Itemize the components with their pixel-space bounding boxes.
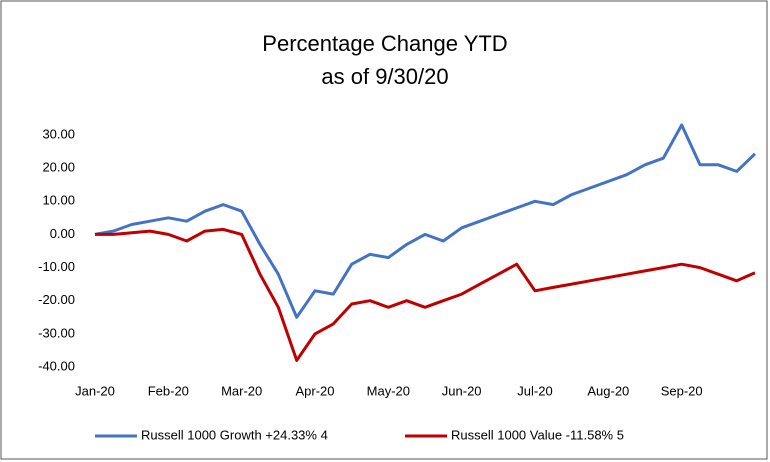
chart-title: Percentage Change YTD bbox=[262, 31, 507, 56]
y-tick-label: -40.00 bbox=[38, 358, 75, 373]
x-tick-label: Apr-20 bbox=[295, 383, 334, 398]
y-tick-label: -20.00 bbox=[38, 292, 75, 307]
x-tick-label: May-20 bbox=[367, 383, 410, 398]
x-tick-label: Mar-20 bbox=[221, 383, 262, 398]
x-tick-label: Jan-20 bbox=[75, 383, 115, 398]
x-tick-label: Aug-20 bbox=[587, 383, 629, 398]
y-tick-label: 20.00 bbox=[42, 160, 75, 175]
legend-label: Russell 1000 Value -11.58% 5 bbox=[451, 427, 624, 442]
x-tick-label: Jun-20 bbox=[442, 383, 482, 398]
y-tick-label: -10.00 bbox=[38, 259, 75, 274]
y-tick-label: -30.00 bbox=[38, 325, 75, 340]
x-tick-label: Jul-20 bbox=[517, 383, 552, 398]
legend-label: Russell 1000 Growth +24.33% 4 bbox=[141, 427, 328, 442]
series-line bbox=[94, 123, 757, 319]
chart-subtitle: as of 9/30/20 bbox=[321, 64, 448, 89]
y-tick-label: 10.00 bbox=[42, 193, 75, 208]
x-tick-label: Sep-20 bbox=[661, 383, 703, 398]
y-tick-label: 0.00 bbox=[50, 226, 75, 241]
x-tick-label: Feb-20 bbox=[148, 383, 189, 398]
series-line bbox=[95, 227, 756, 362]
y-tick-label: 30.00 bbox=[42, 126, 75, 141]
